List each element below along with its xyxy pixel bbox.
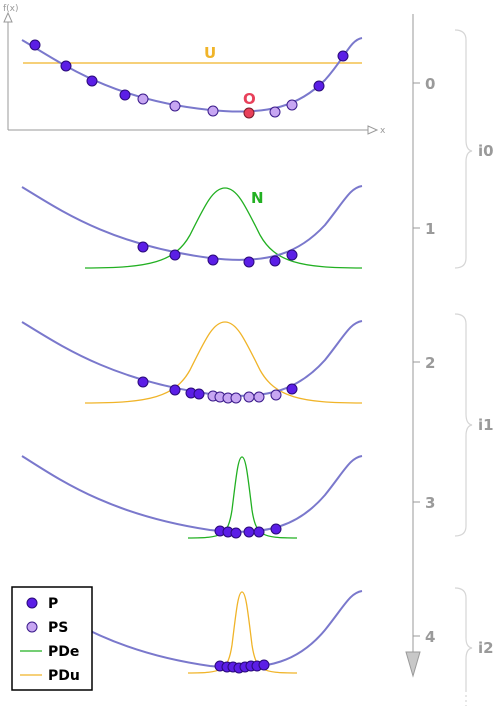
population-point xyxy=(253,526,265,538)
timeline-tick-label: 4 xyxy=(425,628,435,646)
step-3-panel xyxy=(21,455,363,539)
normal-label: N xyxy=(251,189,264,207)
legend-label: PDu xyxy=(48,668,80,684)
population-point xyxy=(119,89,131,101)
iteration-label: i2 xyxy=(478,639,494,657)
population-point xyxy=(286,249,298,261)
population-point xyxy=(137,376,149,388)
population-point xyxy=(286,383,298,395)
fitness-curve xyxy=(21,37,363,113)
step-0-panel: f(x) x U O xyxy=(3,4,386,136)
selected-point xyxy=(269,106,281,118)
population-point xyxy=(137,241,149,253)
selected-point xyxy=(270,389,282,401)
x-axis-arrow-icon xyxy=(367,125,379,135)
population-point xyxy=(258,659,270,671)
population-point xyxy=(86,75,98,87)
optimum-point xyxy=(243,107,255,119)
timeline-tick-label: 0 xyxy=(425,75,435,93)
population-point xyxy=(270,523,282,535)
timeline-tick-label: 3 xyxy=(425,494,435,512)
selected-point xyxy=(253,391,265,403)
selected-point xyxy=(137,93,149,105)
population-point xyxy=(193,388,205,400)
legend-box xyxy=(11,586,93,691)
legend-population-marker xyxy=(26,597,38,609)
uniform-sampling-curve xyxy=(84,321,363,404)
population-point xyxy=(29,39,41,51)
population-point xyxy=(243,256,255,268)
population-point xyxy=(60,60,72,72)
iteration-label: i0 xyxy=(478,142,494,160)
timeline-arrow-icon xyxy=(405,651,421,678)
y-axis-arrow-icon xyxy=(3,11,13,23)
population-point xyxy=(269,255,281,267)
legend-label: P xyxy=(48,596,58,612)
iteration-brace xyxy=(454,587,473,690)
legend-label: PDe xyxy=(48,644,79,660)
population-point xyxy=(207,254,219,266)
population-point xyxy=(230,527,242,539)
timeline-tick-label: 1 xyxy=(425,220,435,238)
timeline-tick-label: 2 xyxy=(425,354,435,372)
iteration-brace xyxy=(454,29,473,269)
selected-point xyxy=(207,105,219,117)
step-2-panel xyxy=(21,320,363,404)
population-point xyxy=(313,80,325,92)
fitness-curve xyxy=(21,185,363,261)
legend: P PS PDe PDu xyxy=(11,586,93,691)
selected-point xyxy=(230,392,242,404)
fitness-curve xyxy=(21,320,363,397)
legend-selected-marker xyxy=(26,621,38,633)
fitness-curve xyxy=(21,455,363,533)
step-1-panel: N xyxy=(21,185,363,269)
population-point xyxy=(243,526,255,538)
x-axis-label: x xyxy=(380,126,386,136)
y-axis-label: f(x) xyxy=(3,4,19,14)
iteration-label: i1 xyxy=(478,416,494,434)
legend-label: PS xyxy=(48,620,68,636)
optimum-label: O xyxy=(243,90,256,108)
normal-distribution-curve xyxy=(84,187,363,269)
iteration-braces: i0 i1 i2 xyxy=(454,29,494,706)
population-point xyxy=(169,249,181,261)
selected-point xyxy=(243,391,255,403)
population-point xyxy=(169,384,181,396)
selected-point xyxy=(169,100,181,112)
timeline-axis: 0 1 2 3 4 xyxy=(405,14,435,678)
uniform-label: U xyxy=(204,44,216,62)
selected-point xyxy=(286,99,298,111)
iteration-brace xyxy=(454,313,473,537)
population-point xyxy=(337,50,349,62)
